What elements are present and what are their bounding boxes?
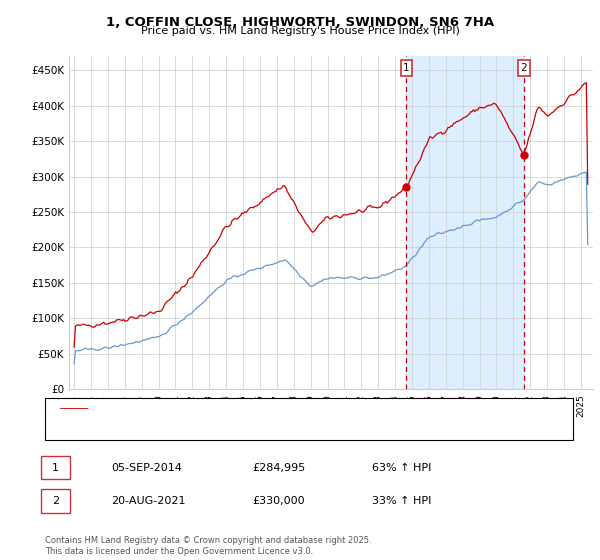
Text: 33% ↑ HPI: 33% ↑ HPI <box>372 496 431 506</box>
Text: 2: 2 <box>521 63 527 73</box>
Text: Contains HM Land Registry data © Crown copyright and database right 2025.
This d: Contains HM Land Registry data © Crown c… <box>45 536 371 556</box>
Text: £284,995: £284,995 <box>252 463 305 473</box>
Text: 2: 2 <box>52 496 59 506</box>
Bar <box>406 56 524 389</box>
Text: £330,000: £330,000 <box>252 496 305 506</box>
Text: 1, COFFIN CLOSE, HIGHWORTH, SWINDON, SN6 7HA: 1, COFFIN CLOSE, HIGHWORTH, SWINDON, SN6… <box>106 16 494 29</box>
Text: 1: 1 <box>403 63 410 73</box>
Text: 05-SEP-2014: 05-SEP-2014 <box>111 463 182 473</box>
Text: HPI: Average price, semi-detached house, Swindon: HPI: Average price, semi-detached house,… <box>92 423 359 433</box>
Text: 63% ↑ HPI: 63% ↑ HPI <box>372 463 431 473</box>
Text: ─────: ───── <box>59 404 88 414</box>
Text: 1, COFFIN CLOSE, HIGHWORTH, SWINDON, SN6 7HA (semi-detached house): 1, COFFIN CLOSE, HIGHWORTH, SWINDON, SN6… <box>92 403 488 413</box>
Text: Price paid vs. HM Land Registry's House Price Index (HPI): Price paid vs. HM Land Registry's House … <box>140 26 460 36</box>
Text: 20-AUG-2021: 20-AUG-2021 <box>111 496 185 506</box>
Text: 1: 1 <box>52 463 59 473</box>
